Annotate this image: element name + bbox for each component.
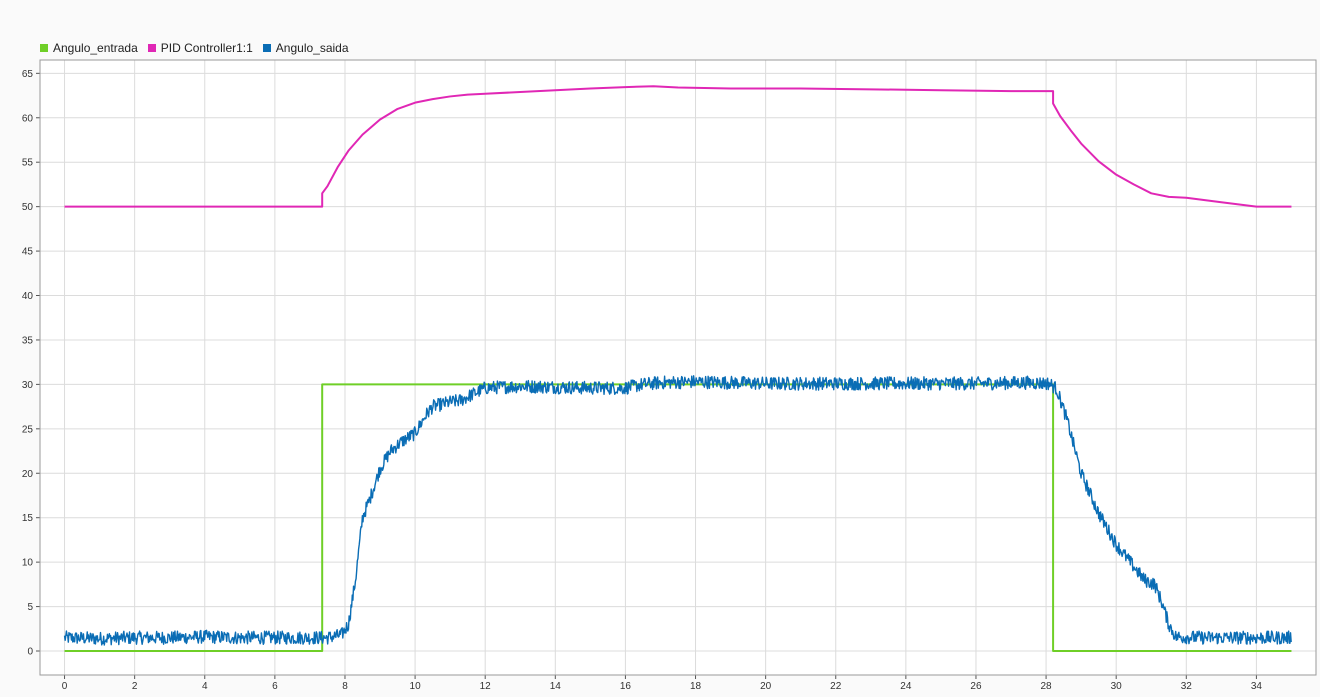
x-tick-label: 16 — [620, 681, 632, 692]
y-tick-label: 15 — [22, 513, 34, 524]
x-tick-label: 22 — [830, 681, 842, 692]
x-tick-label: 34 — [1251, 681, 1263, 692]
plot-border — [39, 59, 1317, 676]
y-tick-label: 65 — [22, 69, 34, 80]
x-tick-label: 18 — [690, 681, 702, 692]
x-tick-label: 10 — [410, 681, 422, 692]
x-tick-label: 30 — [1111, 681, 1123, 692]
legend-item-pid-controller[interactable]: PID Controller1:1 — [147, 41, 253, 55]
legend-swatch-angulo-entrada — [40, 44, 48, 52]
y-tick-label: 35 — [22, 335, 34, 346]
y-tick-label: 45 — [22, 247, 34, 258]
legend-label-angulo-saida: Angulo_saida — [275, 41, 349, 55]
x-tick-label: 0 — [62, 681, 68, 692]
legend-label-pid-controller: PID Controller1:1 — [160, 41, 253, 55]
y-tick-label: 30 — [22, 380, 34, 391]
legend-label-angulo-entrada: Angulo_entrada — [53, 41, 138, 55]
x-tick-label: 28 — [1041, 681, 1053, 692]
x-tick-label: 26 — [970, 681, 982, 692]
legend-item-angulo-entrada[interactable]: Angulo_entrada — [40, 41, 138, 55]
x-tick-label: 8 — [342, 681, 348, 692]
x-tick-label: 14 — [550, 681, 562, 692]
y-tick-label: 55 — [22, 158, 34, 169]
y-tick-label: 5 — [27, 602, 33, 613]
plot-background — [40, 60, 1316, 675]
legend: Angulo_entrada PID Controller1:1 Angulo_… — [40, 40, 349, 56]
x-tick-label: 4 — [202, 681, 208, 692]
y-tick-label: 20 — [22, 469, 34, 480]
series-line-angulo-entrada — [64, 383, 1292, 652]
y-tick-label: 25 — [22, 424, 34, 435]
y-tick-label: 10 — [22, 558, 34, 569]
y-tick-label: 60 — [22, 113, 34, 124]
y-tick-label: 40 — [22, 291, 34, 302]
y-tick-label: 50 — [22, 202, 34, 213]
x-tick-label: 2 — [132, 681, 138, 692]
legend-swatch-angulo-saida — [262, 44, 271, 52]
x-tick-label: 32 — [1181, 681, 1193, 692]
series-line-angulo-saida — [63, 375, 1292, 646]
x-tick-label: 20 — [760, 681, 772, 692]
x-tick-label: 12 — [480, 681, 492, 692]
x-tick-label: 6 — [272, 681, 278, 692]
legend-item-angulo-saida[interactable]: Angulo_saida — [262, 41, 349, 55]
x-tick-label: 24 — [900, 681, 912, 692]
series-line-pid-controller — [64, 85, 1292, 208]
y-tick-label: 0 — [27, 647, 33, 658]
legend-swatch-pid-controller — [147, 44, 156, 52]
